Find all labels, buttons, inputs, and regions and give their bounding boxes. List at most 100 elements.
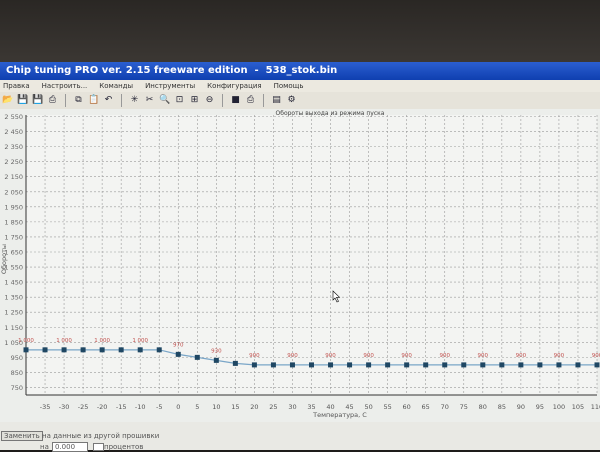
menu-tools[interactable]: Инструменты [145, 82, 196, 90]
data-point [80, 347, 86, 353]
data-label: 900 [439, 353, 450, 359]
data-point [556, 362, 562, 368]
x-tick-label: -10 [135, 403, 146, 411]
select-icon[interactable]: ✳ [130, 95, 139, 105]
data-point [99, 347, 105, 353]
bottom-panel: Заменить на данные из другой прошивки на… [0, 422, 600, 452]
data-point [232, 360, 238, 366]
y-tick-label: 1 550 [4, 264, 23, 272]
data-point [270, 362, 276, 368]
x-tick-label: -30 [59, 403, 70, 411]
data-label: 1 000 [94, 338, 110, 344]
value-input[interactable]: 0.000 [52, 442, 88, 452]
y-tick-label: 750 [11, 384, 23, 392]
printer-icon[interactable]: ⎙ [246, 95, 255, 105]
data-point [461, 362, 467, 368]
y-tick-label: 1 450 [4, 279, 23, 287]
undo-icon[interactable]: ↶ [104, 95, 113, 105]
x-tick-label: -5 [156, 403, 162, 411]
data-point [423, 362, 429, 368]
menu-edit[interactable]: Правка [3, 82, 30, 90]
y-tick-label: 2 350 [4, 143, 23, 151]
data-point [385, 362, 391, 368]
data-point [194, 354, 200, 360]
y-tick-label: 2 150 [4, 173, 23, 181]
y-tick-label: 2 450 [4, 128, 23, 136]
data-point [118, 347, 124, 353]
x-tick-label: 65 [422, 403, 430, 411]
replace-text: на данные из другой прошивки [42, 432, 160, 440]
data-point [404, 362, 410, 368]
x-tick-label: 15 [231, 403, 239, 411]
y-tick-label: 1 950 [4, 203, 23, 211]
x-tick-label: 100 [553, 403, 565, 411]
y-tick-label: 1 150 [4, 324, 23, 332]
data-label: 970 [173, 342, 184, 348]
percent-label: процентов [104, 443, 144, 451]
zoom-fit-icon[interactable]: ⊡ [175, 95, 184, 105]
paste-icon[interactable]: 📋 [88, 95, 100, 105]
x-axis-label: Температура, С [312, 411, 367, 419]
y-tick-label: 2 550 [4, 113, 23, 121]
x-tick-label: 90 [517, 403, 525, 411]
data-point [442, 362, 448, 368]
menu-configuration[interactable]: Конфигурация [207, 82, 262, 90]
x-tick-label: 30 [288, 403, 296, 411]
data-point [23, 347, 29, 353]
x-tick-label: 25 [269, 403, 277, 411]
x-tick-label: 55 [383, 403, 391, 411]
cut-icon[interactable]: ✂ [145, 95, 154, 105]
data-point [251, 362, 257, 368]
x-tick-label: 75 [460, 403, 468, 411]
menu-commands[interactable]: Команды [99, 82, 134, 90]
data-point [309, 362, 314, 368]
zoom-out-icon[interactable]: ⊖ [205, 95, 214, 105]
save-as-icon[interactable]: 💾 [32, 95, 44, 105]
x-tick-label: 105 [572, 403, 584, 411]
chart-area: 2 550 2 450 2 350 2 250 2 150 2 050 1 950 1 850… [0, 109, 600, 422]
menu-settings[interactable]: Настроить... [41, 82, 88, 90]
data-point [366, 362, 372, 368]
open-icon[interactable]: 📂 [2, 95, 14, 105]
data-point [347, 362, 353, 368]
y-tick-label: 1 050 [4, 339, 23, 347]
save-icon[interactable]: 💾 [17, 95, 29, 105]
y-tick-label: 1 650 [4, 248, 23, 256]
chart-title: Обороты выхода из режима пуска [276, 110, 385, 117]
x-tick-label: 50 [364, 403, 372, 411]
toolbar-separator [222, 94, 223, 107]
data-point [137, 347, 143, 353]
menu-bar: Правка Настроить... Команды Инструменты … [0, 80, 600, 92]
copy-icon[interactable]: ⧉ [75, 95, 82, 105]
data-point [175, 351, 181, 357]
data-label: 900 [554, 353, 565, 359]
x-tick-label: 35 [307, 403, 315, 411]
print-icon[interactable]: ⎙ [48, 95, 57, 105]
data-point [156, 347, 162, 353]
menu-help[interactable]: Помощь [273, 82, 304, 90]
zoom-icon[interactable]: 🔍 [159, 95, 171, 105]
data-label: 1 000 [56, 338, 72, 344]
data-point [499, 362, 505, 368]
data-point [61, 347, 67, 353]
data-label: 900 [249, 353, 260, 359]
data-point [289, 362, 295, 368]
window-title: Chip tuning PRO ver. 2.15 freeware editi… [0, 62, 600, 80]
x-tick-label: 20 [250, 403, 258, 411]
notes-icon[interactable]: ▤ [272, 95, 281, 105]
x-tick-label: 70 [441, 403, 449, 411]
x-tick-label: 60 [403, 403, 411, 411]
data-label: 900 [325, 353, 336, 359]
settings-icon[interactable]: ⚙ [287, 95, 296, 105]
data-label: 900 [592, 353, 600, 359]
zoom-region-icon[interactable]: ⊞ [190, 95, 199, 105]
x-tick-label: 45 [345, 403, 353, 411]
replace-button[interactable]: Заменить [1, 431, 43, 441]
monitor-bezel [0, 0, 600, 62]
data-label: 900 [478, 353, 489, 359]
y-axis-label: Обороты [0, 244, 8, 274]
toolbar-separator [65, 94, 66, 107]
camera-icon[interactable]: ■ [231, 95, 240, 105]
toolbar-separator [263, 94, 264, 107]
x-tick-label: 95 [536, 403, 544, 411]
